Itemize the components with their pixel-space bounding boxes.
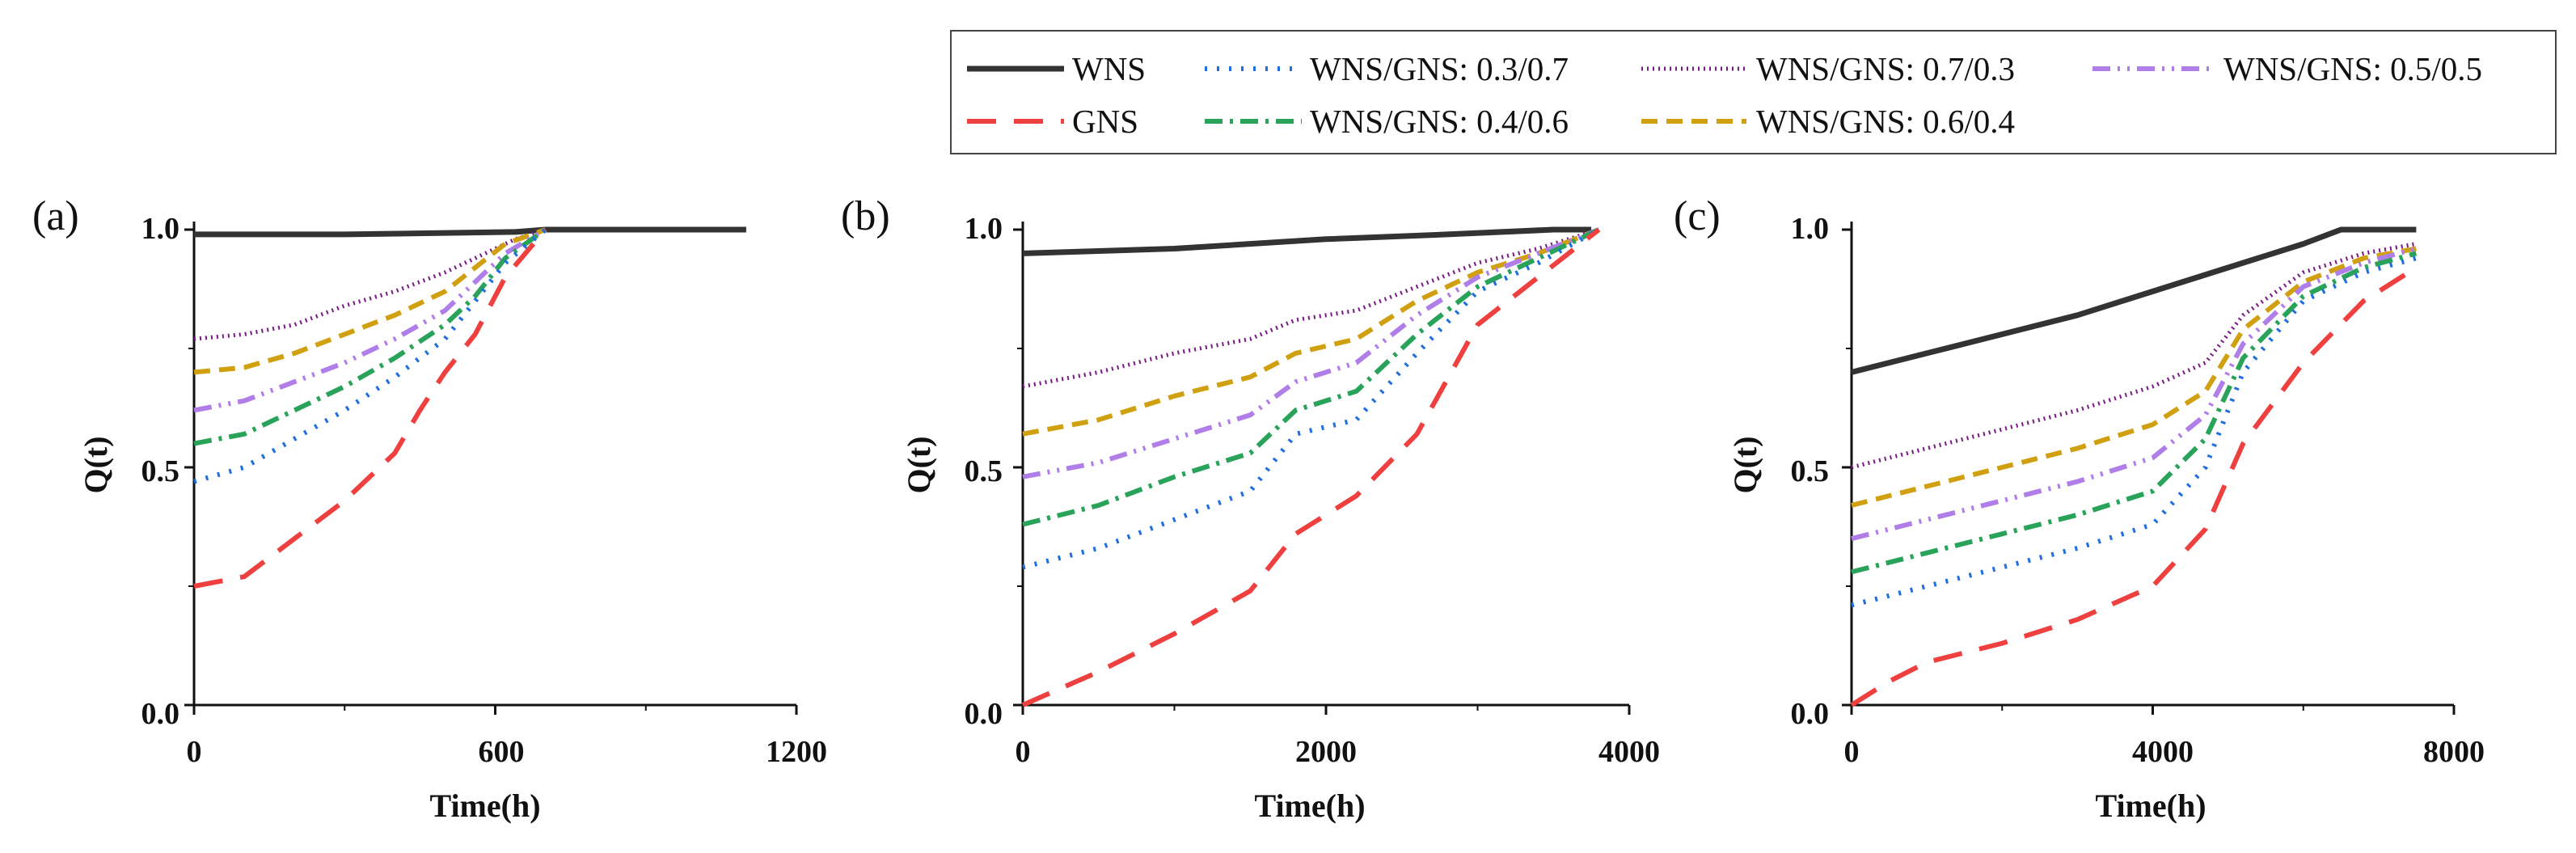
x-tick-label: 4000: [2132, 735, 2194, 769]
x-tick-label: 0: [1016, 735, 1031, 769]
y-tick-label: 1.0: [965, 212, 1003, 246]
x-axis-title: Time(h): [2095, 788, 2206, 824]
series-line-mix46: [1022, 227, 1600, 527]
series-line-mix37: [1022, 227, 1600, 570]
series-line-GNS: [1021, 227, 1601, 707]
series-line-mix46: [1851, 251, 2418, 575]
series-line-mix64: [1851, 246, 2417, 508]
x-tick-labels: 0 2000 4000: [1016, 735, 1661, 769]
series-line-WNS: [194, 226, 746, 238]
y-tick-label: 0.5: [1791, 454, 1830, 488]
y-tick-label: 0.5: [141, 454, 180, 488]
y-tick-label: 0.0: [141, 697, 180, 731]
series-line-WNS: [1851, 226, 2417, 375]
legend-label-mix46: WNS/GNS: 0.4/0.6: [1310, 103, 1569, 140]
x-tick-label: 0: [187, 735, 202, 769]
panel-label: (b): [841, 193, 890, 239]
y-tick-labels: 0.0 0.5 1.0: [1791, 212, 1830, 731]
x-axis-title: Time(h): [1254, 788, 1365, 824]
x-tick-label: 0: [1844, 735, 1860, 769]
series-line-mix37: [1851, 255, 2418, 608]
y-tick-labels: 0.0 0.5 1.0: [965, 212, 1003, 731]
series-line-mix64: [1022, 227, 1600, 437]
legend-label-mix73: WNS/GNS: 0.7/0.3: [1756, 50, 2015, 87]
legend-label-mix37: WNS/GNS: 0.3/0.7: [1310, 50, 1569, 87]
x-axis-title: Time(h): [429, 788, 540, 824]
y-tick-label: 1.0: [1791, 212, 1830, 246]
series-line-GNS: [193, 228, 547, 589]
plot-area-b: [1013, 222, 1631, 715]
series-line-mix37: [193, 227, 547, 484]
x-tick-label: 600: [479, 735, 525, 769]
y-axis-title: Q(t): [901, 436, 937, 493]
legend-label-gns: GNS: [1072, 103, 1138, 140]
series-line-mix55: [1022, 227, 1600, 479]
x-tick-labels: 0 600 1200: [187, 735, 828, 769]
series-line-mix46: [193, 227, 547, 446]
x-tick-label: 4000: [1598, 735, 1660, 769]
y-axis-title: Q(t): [1727, 436, 1763, 493]
y-tick-label: 1.0: [141, 212, 180, 246]
series-line-mix55: [193, 227, 547, 413]
legend-label-mix64: WNS/GNS: 0.6/0.4: [1756, 103, 2015, 140]
x-tick-label: 2000: [1295, 735, 1357, 769]
legend-label-mix55: WNS/GNS: 0.5/0.5: [2223, 50, 2482, 87]
legend-label-wns: WNS: [1072, 50, 1146, 87]
y-tick-label: 0.0: [1791, 697, 1830, 731]
panel-label: (c): [1674, 193, 1721, 239]
series-line-mix73: [1022, 227, 1600, 389]
panel-a: (a) Q(t) Time(h) 0.0 0.5 1.0 0 600 1200: [32, 193, 827, 824]
series-line-mix73: [1851, 242, 2417, 470]
x-tick-label: 8000: [2423, 735, 2485, 769]
panel-c: (c) Q(t) Time(h) 0.0 0.5 1.0 0 4000 8000: [1674, 193, 2485, 824]
plot-area-c: [1842, 222, 2456, 715]
panel-b: (b) Q(t) Time(h) 0.0 0.5 1.0 0 2000 4000: [841, 193, 1660, 824]
plot-area-a: [184, 222, 798, 715]
y-tick-label: 0.5: [965, 454, 1003, 488]
y-tick-labels: 0.0 0.5 1.0: [141, 212, 180, 731]
panel-label: (a): [32, 193, 79, 239]
y-axis-title: Q(t): [78, 436, 114, 493]
y-tick-label: 0.0: [965, 697, 1003, 731]
x-tick-label: 1200: [766, 735, 827, 769]
series-line-GNS: [1850, 265, 2418, 707]
legend: WNS WNS/GNS: 0.3/0.7 WNS/GNS: 0.7/0.3 WN…: [950, 30, 2557, 154]
series-line-WNS: [1022, 226, 1592, 256]
series-line-mix64: [193, 227, 547, 375]
x-tick-labels: 0 4000 8000: [1844, 735, 2485, 769]
legend-box: [950, 30, 2557, 154]
